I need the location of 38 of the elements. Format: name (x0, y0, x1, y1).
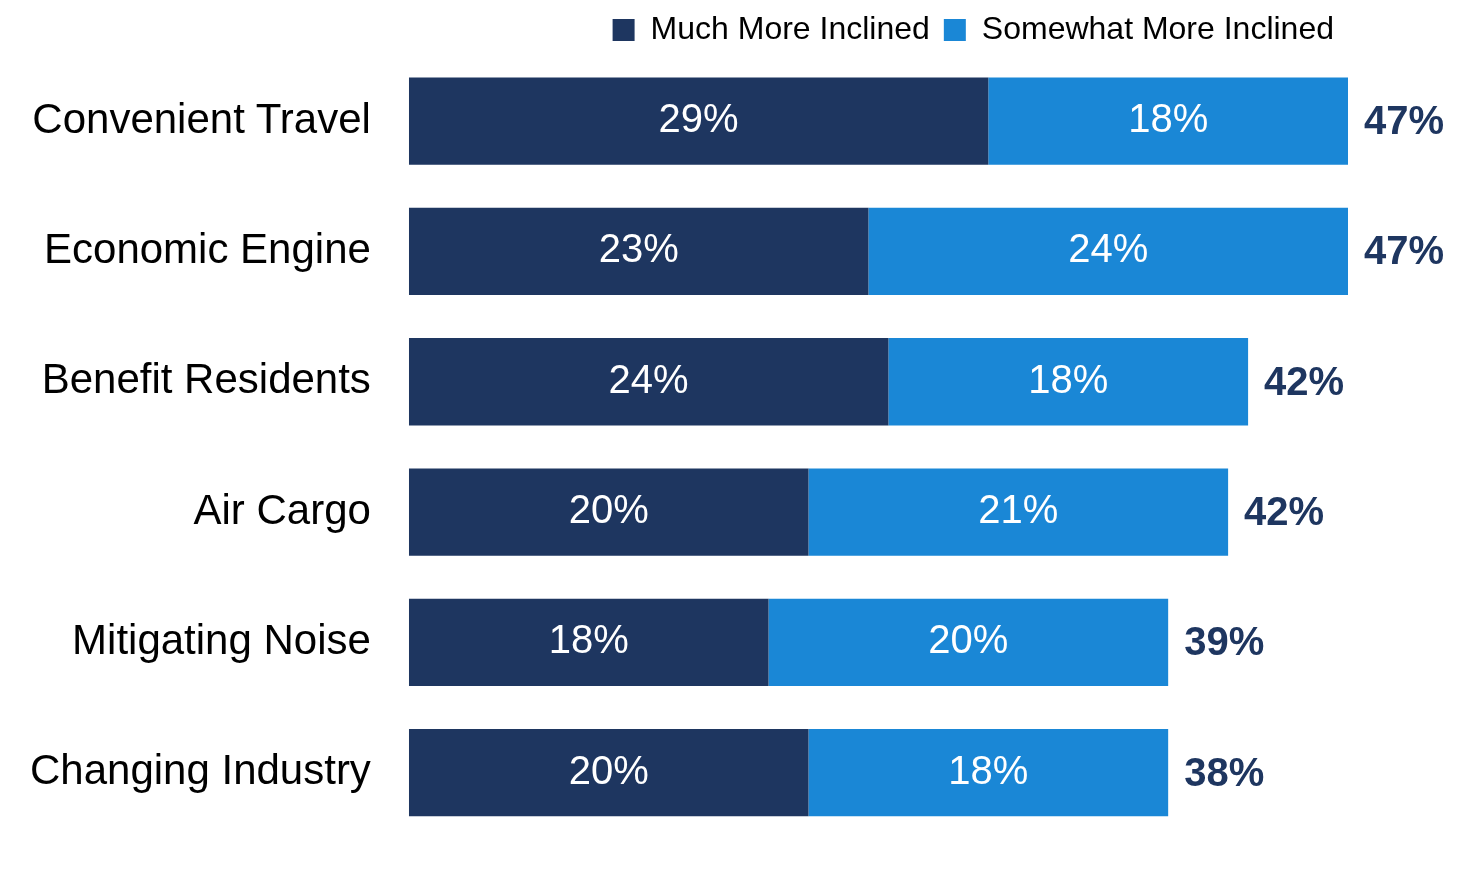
legend-label: Somewhat More Inclined (981, 9, 1334, 46)
data-label: 18% (1028, 356, 1109, 401)
y-tick-label: Convenient Travel (32, 94, 371, 142)
bar (408, 468, 809, 556)
data-label: 20% (568, 487, 649, 532)
data-label: 23% (598, 226, 679, 271)
total-label: 42% (1244, 489, 1325, 534)
data-label: 29% (658, 96, 739, 141)
data-label: 18% (1128, 96, 1209, 141)
bar (888, 338, 1249, 426)
y-tick-label: Benefit Residents (41, 355, 371, 403)
y-tick-label: Economic Engine (44, 225, 371, 273)
data-label: 20% (568, 747, 649, 792)
y-tick-label: Changing Industry (29, 746, 371, 794)
data-label: 21% (978, 487, 1059, 532)
data-label: 24% (608, 356, 689, 401)
bar (408, 729, 809, 817)
total-label: 47% (1364, 228, 1445, 273)
data-label: 24% (1068, 226, 1149, 271)
legend-label: Much More Inclined (650, 9, 930, 46)
bar (868, 207, 1348, 296)
bar (988, 77, 1348, 165)
bar (808, 729, 1169, 817)
data-label: 20% (928, 617, 1009, 662)
data-label: 18% (548, 617, 629, 662)
bar (808, 468, 1229, 556)
total-label: 38% (1184, 749, 1265, 794)
total-label: 39% (1184, 619, 1265, 664)
bar (408, 77, 989, 165)
total-label: 47% (1364, 98, 1445, 143)
bar (408, 338, 889, 426)
bar (408, 598, 769, 686)
bar (408, 207, 869, 296)
total-label: 42% (1264, 358, 1345, 403)
data-label: 18% (948, 747, 1029, 792)
y-tick-label: Air Cargo (193, 485, 371, 533)
y-tick-label: Mitigating Noise (72, 615, 371, 663)
bar (768, 598, 1169, 686)
